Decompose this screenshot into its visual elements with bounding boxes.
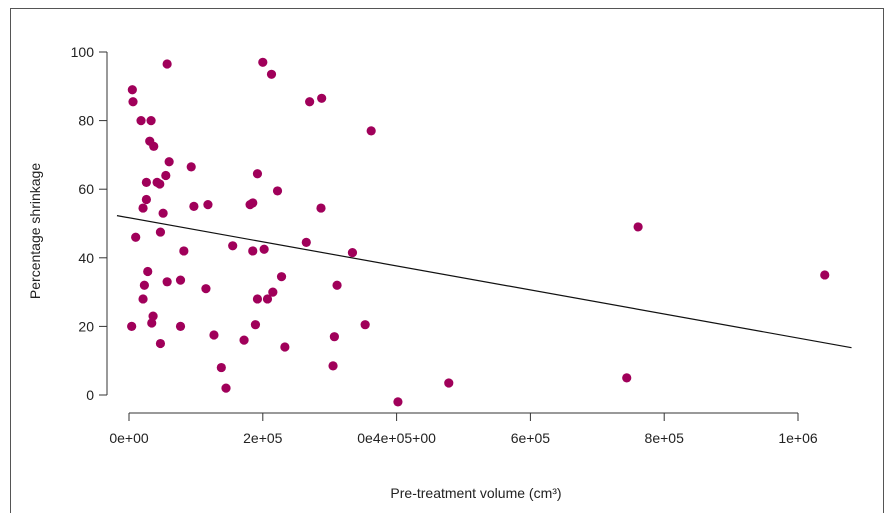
y-tick-label: 20 (78, 318, 94, 334)
data-point (250, 320, 261, 330)
data-point (179, 246, 189, 256)
data-point (209, 330, 219, 340)
data-point (216, 362, 226, 373)
data-point (248, 198, 258, 208)
data-point (272, 186, 283, 196)
x-tick-label: 2e+05 (243, 430, 283, 446)
trend-line (116, 215, 852, 349)
data-point (393, 397, 403, 407)
data-point (128, 97, 138, 107)
data-point (127, 85, 137, 95)
data-point (138, 294, 148, 304)
data-point (186, 162, 196, 172)
data-point (146, 116, 156, 126)
data-point (189, 201, 199, 211)
y-tick-label: 100 (71, 44, 95, 60)
data-point (143, 266, 153, 277)
data-point (366, 126, 376, 136)
data-point (248, 246, 258, 256)
data-point (258, 57, 268, 67)
chart-frame (10, 8, 884, 513)
data-point (633, 222, 643, 232)
data-point (127, 321, 137, 331)
data-point (332, 280, 342, 290)
x-tick-label: 1e+06 (778, 430, 818, 446)
x-tick-label: 0e+00 (109, 430, 149, 446)
data-point (162, 277, 172, 287)
x-tick-label: 0e4e+05+00 (357, 430, 436, 446)
y-tick-label: 60 (78, 181, 94, 197)
data-point (328, 361, 338, 371)
data-point (175, 321, 186, 331)
data-point (820, 270, 830, 280)
data-point (301, 237, 311, 247)
plot-area: 0e+00 2e+05 0e4e+05+00 6e+05 8e+05 1e+06 0 20 40… (71, 44, 852, 446)
data-point (252, 169, 263, 179)
data-point (268, 287, 278, 297)
data-point (138, 203, 148, 213)
data-point (155, 338, 166, 349)
data-point (252, 294, 263, 304)
data-point (360, 320, 370, 330)
data-point (141, 194, 151, 205)
data-point (158, 208, 168, 218)
data-point (148, 311, 158, 321)
data-point (175, 275, 186, 285)
data-point (136, 116, 146, 126)
data-point (239, 335, 249, 345)
data-point (161, 170, 171, 181)
data-point (262, 294, 273, 304)
data-point (276, 272, 287, 282)
y-tick-label: 40 (78, 250, 94, 266)
x-axis-title: Pre-treatment volume (cm³) (390, 485, 561, 501)
data-point (347, 248, 358, 258)
y-tick-label: 0 (86, 387, 94, 403)
data-point (131, 232, 141, 242)
data-point (139, 280, 149, 290)
x-tick-label: 6e+05 (511, 430, 551, 446)
data-point (329, 332, 339, 342)
data-point (280, 342, 290, 352)
y-tick-label: 80 (78, 113, 94, 129)
data-point (221, 383, 231, 393)
data-point (147, 318, 157, 328)
data-point (317, 93, 327, 103)
data-point (266, 69, 277, 79)
data-point (149, 141, 159, 151)
data-point (155, 227, 166, 237)
data-point (305, 97, 315, 107)
data-point (259, 244, 269, 254)
data-point (155, 179, 165, 189)
data-point (203, 200, 213, 210)
data-point (141, 177, 151, 187)
data-point (622, 373, 632, 383)
y-axis-title: Percentage shrinkage (27, 163, 43, 299)
data-point (228, 241, 238, 251)
data-point (316, 203, 326, 213)
data-point (162, 59, 172, 69)
data-point (164, 157, 174, 167)
data-point (444, 378, 454, 388)
x-tick-label: 8e+05 (645, 430, 685, 446)
data-point (201, 284, 211, 294)
